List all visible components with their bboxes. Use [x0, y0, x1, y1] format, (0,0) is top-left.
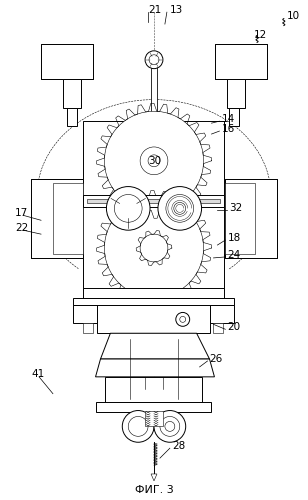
Text: 24: 24 — [227, 250, 241, 260]
Text: 22: 22 — [15, 223, 29, 233]
Bar — [41, 44, 93, 78]
Text: 28: 28 — [172, 441, 185, 451]
Bar — [151, 54, 157, 237]
Circle shape — [165, 422, 175, 432]
Circle shape — [107, 186, 150, 230]
Text: 17: 17 — [15, 208, 29, 218]
Text: 21: 21 — [148, 5, 161, 15]
Bar — [96, 306, 210, 333]
Circle shape — [128, 416, 148, 436]
Bar — [215, 44, 267, 78]
Bar — [31, 178, 83, 258]
Polygon shape — [100, 333, 209, 359]
Circle shape — [140, 234, 168, 262]
Text: 10: 10 — [287, 11, 300, 21]
Circle shape — [160, 416, 180, 436]
Circle shape — [122, 410, 154, 442]
Polygon shape — [151, 474, 157, 481]
Bar — [83, 288, 224, 298]
Circle shape — [104, 198, 204, 298]
Circle shape — [174, 202, 186, 214]
Text: 16: 16 — [221, 124, 235, 134]
Text: 12: 12 — [254, 30, 267, 40]
Bar — [83, 196, 224, 207]
Circle shape — [114, 194, 142, 222]
Bar — [229, 108, 239, 126]
Circle shape — [176, 312, 190, 326]
Circle shape — [158, 186, 201, 230]
Bar — [105, 377, 201, 402]
Bar — [87, 200, 221, 203]
Bar — [83, 324, 93, 333]
Circle shape — [180, 316, 186, 322]
Text: 30: 30 — [148, 156, 161, 166]
Circle shape — [145, 51, 163, 68]
Text: 18: 18 — [227, 233, 241, 243]
Bar — [225, 178, 277, 258]
Circle shape — [149, 55, 159, 64]
Text: ФИГ. 3: ФИГ. 3 — [135, 485, 173, 495]
Bar — [213, 324, 223, 333]
Text: 26: 26 — [209, 354, 223, 364]
Bar — [145, 410, 163, 426]
Bar — [210, 306, 234, 324]
Bar — [95, 402, 212, 411]
Bar — [225, 182, 255, 254]
Circle shape — [154, 410, 186, 442]
Circle shape — [166, 194, 194, 222]
Bar — [41, 44, 93, 78]
Circle shape — [104, 112, 204, 210]
Circle shape — [148, 155, 160, 167]
Bar — [225, 178, 277, 258]
Text: 20: 20 — [227, 322, 241, 332]
Text: 13: 13 — [170, 5, 183, 15]
Bar — [215, 44, 267, 78]
Bar — [67, 108, 77, 126]
Bar — [83, 121, 224, 290]
Bar — [63, 78, 81, 108]
Bar — [73, 298, 234, 306]
Text: 32: 32 — [229, 204, 243, 214]
Text: 41: 41 — [31, 369, 44, 379]
Bar — [73, 306, 96, 324]
Polygon shape — [95, 359, 214, 377]
Text: 14: 14 — [221, 114, 235, 124]
Bar — [53, 182, 83, 254]
Bar — [31, 178, 83, 258]
Circle shape — [140, 147, 168, 174]
Bar — [227, 78, 245, 108]
